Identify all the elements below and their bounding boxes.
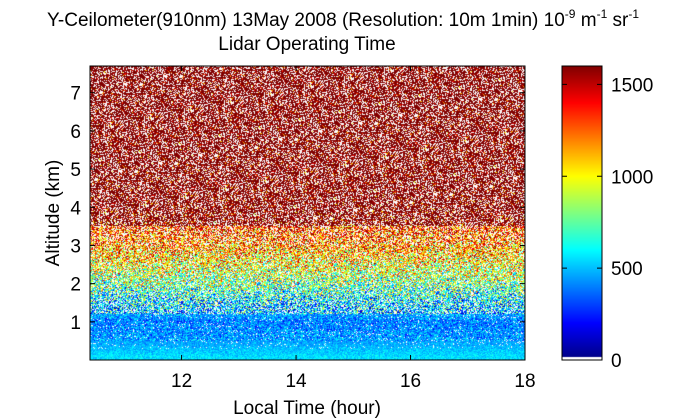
title-exponent-1: -9 [565, 7, 576, 21]
x-tick-label: 18 [514, 371, 535, 392]
y-tick-label: 1 [70, 313, 81, 334]
chart-title-line1: Y-Ceilometer(910nm) 13May 2008 (Resoluti… [47, 7, 639, 31]
colorbar-tick-label: 500 [611, 259, 643, 280]
title-exponent-2: -1 [597, 7, 608, 21]
y-tick-label: 2 [70, 275, 81, 296]
colorbar-tick-label: 1500 [611, 75, 653, 96]
x-axis-ticks: 12 14 16 18 [171, 66, 536, 392]
x-axis-label: Local Time (hour) [233, 398, 381, 419]
y-tick-label: 7 [70, 84, 81, 105]
y-axis-ticks: 1 2 3 4 5 6 7 [70, 84, 525, 334]
colorbar [561, 65, 603, 361]
colorbar-gradient [562, 66, 602, 360]
heatmap-image [90, 66, 525, 360]
x-tick-label: 14 [285, 371, 307, 392]
y-tick-label: 5 [70, 160, 81, 181]
y-tick-label: 4 [70, 198, 81, 219]
y-axis-label: Altitude (km) [43, 160, 64, 267]
heatmap-plot-area [89, 65, 526, 361]
x-tick-label: 12 [171, 371, 192, 392]
title-unit-m: m [575, 10, 596, 31]
colorbar-ticks: 0 500 1000 1500 [562, 75, 653, 372]
title-exponent-3: -1 [628, 7, 639, 21]
plot-frame [89, 65, 526, 361]
x-tick-label: 16 [400, 371, 421, 392]
chart-title-line2: Lidar Operating Time [218, 34, 395, 55]
y-tick-label: 6 [70, 122, 81, 143]
colorbar-tick-label: 1000 [611, 167, 653, 188]
title-unit-sr: sr [607, 10, 629, 31]
title-prefix: Y-Ceilometer(910nm) 13May 2008 (Resoluti… [47, 10, 565, 31]
colorbar-tick-label: 0 [611, 351, 622, 372]
colorbar-frame [561, 65, 603, 361]
y-tick-label: 3 [70, 236, 81, 257]
